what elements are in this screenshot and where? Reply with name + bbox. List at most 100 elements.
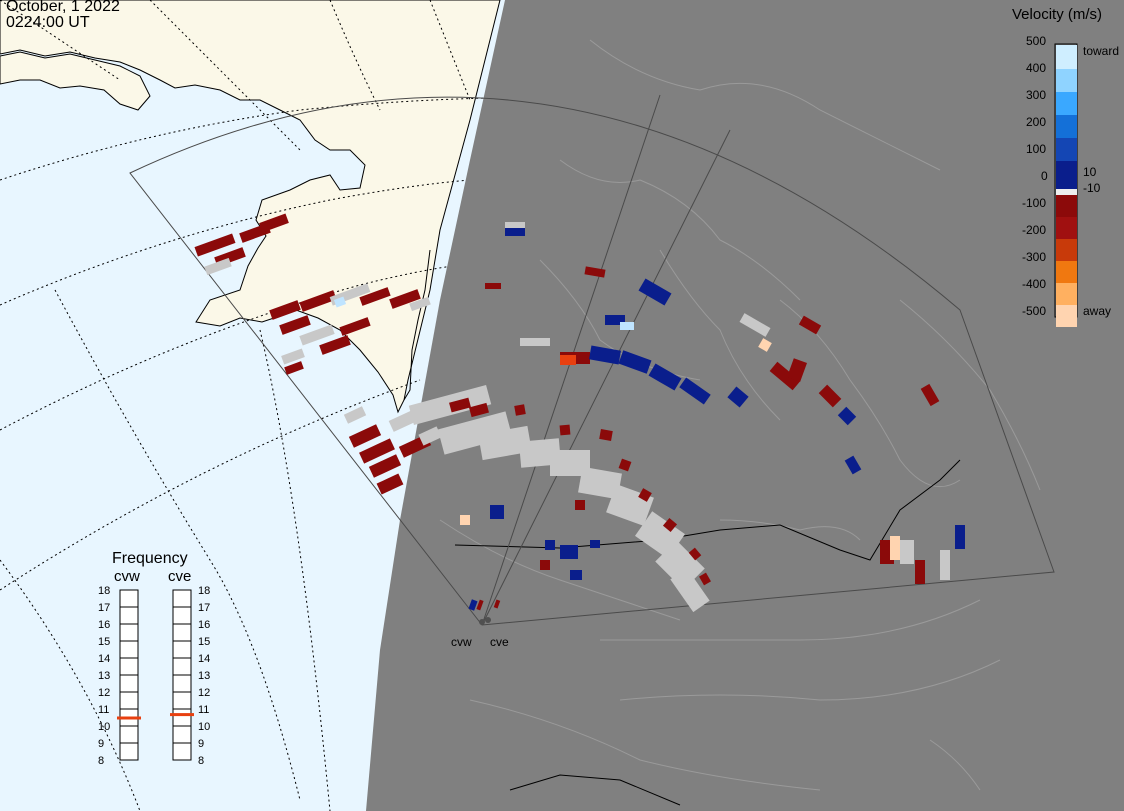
- echo-cell: [468, 599, 478, 611]
- velocity-tick: 0: [1041, 169, 1048, 183]
- echo-cell: [469, 402, 489, 418]
- echo-cell: [648, 363, 682, 391]
- echo-cell: [560, 355, 576, 365]
- echo-cell: [584, 266, 606, 278]
- colorbar-fill: [1056, 45, 1077, 327]
- frequency-title: Frequency: [112, 550, 188, 567]
- echo-cell: [376, 473, 404, 495]
- echo-cell: [920, 383, 940, 407]
- echo-cell: [319, 335, 351, 355]
- velocity-tick: 200: [1026, 115, 1047, 129]
- frequency-tick-label: 11: [198, 704, 210, 716]
- radar-label-cvw: cvw: [451, 635, 472, 649]
- echo-cell: [787, 358, 807, 382]
- frequency-tick-label: 14: [198, 653, 211, 665]
- echo-cell: [204, 257, 232, 276]
- echo-cell: [284, 361, 304, 375]
- echo-cell: [599, 429, 613, 441]
- echo-cell: [915, 560, 925, 584]
- echo-cell: [476, 599, 484, 611]
- echo-cell: [478, 425, 532, 461]
- night-terminator: [366, 0, 1124, 811]
- velocity-tick: -500: [1022, 304, 1047, 318]
- echo-cell: [590, 540, 600, 548]
- velocity-tick: 100: [1026, 142, 1047, 156]
- frequency-tick-label: 9: [98, 738, 105, 750]
- echo-cell: [409, 296, 431, 312]
- velocity-tick: 400: [1026, 61, 1047, 75]
- colorbar-segment: [1056, 195, 1077, 217]
- echo-cell: [739, 313, 771, 337]
- colorbar-segment: [1056, 92, 1077, 115]
- colorbar-segment: [1056, 261, 1077, 283]
- frequency-tick-label: 18: [198, 585, 211, 597]
- graticule: [0, 0, 491, 811]
- frequency-tick-label: 10: [98, 721, 111, 733]
- echo-cell: [837, 406, 857, 426]
- colorbar-segment: [1056, 69, 1077, 92]
- echo-cell: [560, 545, 578, 559]
- echo-cell: [343, 406, 367, 424]
- echo-cell: [570, 570, 582, 580]
- echo-cell: [575, 500, 585, 510]
- siberia-landmass: [0, 51, 151, 111]
- velocity-tick: -200: [1022, 223, 1047, 237]
- echo-cell: [699, 572, 711, 586]
- echo-cell: [540, 560, 550, 570]
- velocity-tick: -300: [1022, 250, 1047, 264]
- away-label: away: [1083, 304, 1112, 318]
- colorbar-segment: [1056, 189, 1077, 195]
- echo-cell: [769, 361, 801, 391]
- echo-cell: [940, 550, 950, 580]
- echo-cell: [505, 222, 525, 228]
- velocity-tick: -100: [1022, 196, 1047, 210]
- echo-cell: [955, 525, 965, 549]
- cve-frequency-marker: [170, 713, 194, 717]
- frequency-tick-label: 15: [98, 636, 111, 648]
- echo-cell: [589, 345, 621, 365]
- echo-cell: [688, 547, 702, 561]
- echo-cell: [490, 505, 504, 519]
- velocity-tick: 300: [1026, 88, 1047, 102]
- echo-cell: [269, 300, 301, 320]
- radar-site-cve: [485, 617, 491, 623]
- echo-cell: [259, 213, 289, 233]
- country-borders: [403, 249, 961, 806]
- echo-cell: [900, 540, 914, 564]
- frequency-tick-label: 17: [98, 602, 111, 614]
- time-label: 0224:00 UT: [6, 14, 90, 31]
- echo-cell: [389, 289, 421, 309]
- echo-cell: [449, 397, 471, 413]
- colorbar-segment: [1056, 283, 1077, 305]
- echo-cell: [299, 324, 335, 346]
- echo-cell: [620, 322, 634, 330]
- echo-cell: [758, 338, 772, 352]
- echo-cell: [844, 455, 862, 475]
- frequency-tick-label: 16: [98, 619, 111, 631]
- echo-cell: [279, 315, 311, 335]
- echo-cell: [359, 287, 391, 306]
- frequency-tick-label: 13: [198, 670, 211, 682]
- echo-cell: [798, 315, 822, 335]
- echo-cell: [418, 426, 442, 446]
- echo-cell: [505, 228, 525, 236]
- toward-label: toward: [1083, 44, 1120, 58]
- echo-cell: [485, 283, 501, 289]
- frequency-tick-label: 11: [98, 704, 110, 716]
- velocity-tick: -400: [1022, 277, 1047, 291]
- frequency-tick-label: 18: [98, 585, 111, 597]
- echo-cell: [679, 377, 711, 405]
- frequency-tick-label: 16: [198, 619, 211, 631]
- echo-cell: [368, 454, 402, 478]
- echo-cell: [359, 438, 395, 464]
- alaska-landmass: [0, 0, 501, 414]
- colorbar-segment: [1056, 239, 1077, 261]
- echo-cell: [460, 515, 470, 525]
- frequency-ticks: [120, 606, 191, 761]
- frequency-tick-label: 9: [198, 738, 205, 750]
- radar-label-cve: cve: [490, 635, 509, 649]
- frequency-tick-label: 15: [198, 636, 211, 648]
- echo-cell: [388, 410, 418, 432]
- velocity-legend-title: Velocity (m/s): [1012, 6, 1103, 23]
